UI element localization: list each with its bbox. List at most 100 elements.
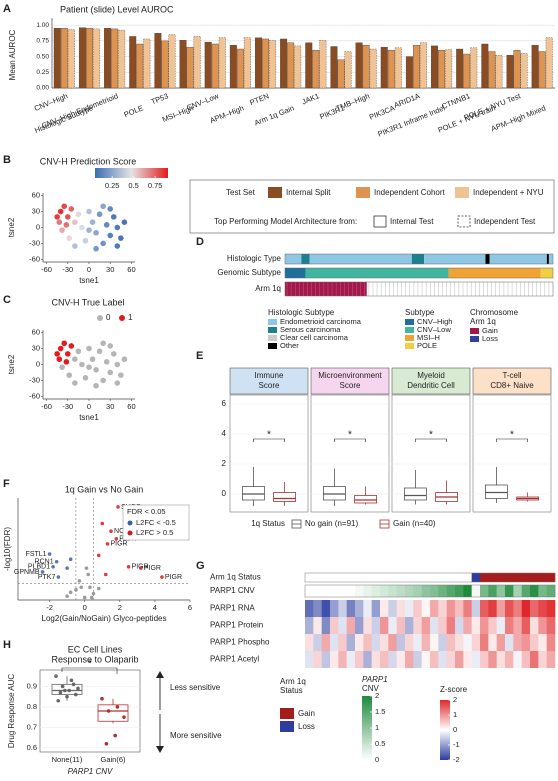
x-axis-label: tsne1: [79, 413, 99, 422]
row-label: PARP1 Phospho: [210, 638, 270, 647]
legend-swatch: [356, 187, 370, 198]
legend-label: Other: [280, 341, 299, 350]
point: [100, 521, 105, 526]
heat-cell: [546, 634, 556, 651]
heat-cell: [455, 573, 464, 582]
point-label: PIGR: [144, 565, 161, 572]
heat-cell: [480, 573, 489, 582]
point: [82, 374, 89, 381]
heat-cell: [421, 617, 431, 634]
legend-swatch: [405, 343, 414, 349]
heat-cell: [521, 617, 531, 634]
colorbar-tick-label: 2: [453, 695, 457, 704]
row-label: PARP1 Protein: [210, 621, 263, 630]
row-label: PARP1 RNA: [210, 604, 255, 613]
heat-cell: [371, 600, 381, 617]
x-tick-label: Arm 1q Gain: [253, 103, 295, 127]
point-label: PIGR: [111, 541, 128, 548]
bar: [545, 37, 553, 89]
heat-cell: [496, 617, 506, 634]
point: [57, 345, 64, 352]
x-tick-label: PIK3CA: [368, 103, 396, 121]
legend-label: Clear cell carcinoma: [280, 333, 349, 342]
panel-bg: [310, 394, 390, 513]
y-axis-label: Drug Response AUC: [7, 674, 16, 748]
bar: [319, 40, 327, 89]
heat-cell: [513, 573, 522, 582]
bar: [355, 42, 363, 89]
panel-letter: B: [3, 154, 11, 166]
heat-cell: [413, 600, 422, 617]
heat-cell: [346, 634, 356, 651]
heat-cell: [530, 617, 539, 634]
x-tick-label: 30: [106, 402, 114, 411]
legend-label: Independent Cohort: [374, 188, 446, 197]
colorbar-tick-label: 1.5: [375, 707, 385, 716]
legend-swatch: [268, 187, 282, 198]
bar: [78, 27, 86, 89]
point: [103, 359, 110, 365]
row-border: [304, 572, 556, 583]
heat-cell: [530, 634, 539, 651]
y-tick-label: 0: [36, 359, 40, 368]
panel-header: [229, 367, 309, 395]
heat-cell: [505, 573, 514, 582]
bar: [337, 59, 345, 89]
heat-cell: [530, 573, 539, 582]
heat-cell: [546, 585, 556, 597]
sig-label: *: [348, 430, 352, 441]
point: [91, 591, 96, 596]
panel-letter: D: [196, 236, 204, 248]
point: [118, 372, 124, 378]
legend-label: 1: [128, 313, 133, 322]
track-segment: [485, 254, 490, 264]
track-segment: [424, 254, 486, 264]
heat-cell: [455, 651, 464, 668]
heat-cell: [496, 600, 506, 617]
row-border: [304, 584, 556, 598]
point: [79, 585, 83, 590]
heat-cell: [405, 634, 414, 651]
heat-cell: [380, 634, 389, 651]
legend-title: 1q Status: [251, 519, 285, 528]
bar: [104, 28, 112, 89]
heat-cell: [496, 573, 506, 582]
heat-cell: [371, 585, 381, 597]
point: [72, 219, 78, 225]
panel-letter: C: [3, 294, 11, 306]
y-axis-label: tsne2: [7, 354, 16, 374]
heat-cell: [488, 585, 497, 597]
bar: [305, 42, 313, 89]
heat-cell: [505, 585, 514, 597]
heat-cell: [505, 634, 514, 651]
bar: [93, 28, 100, 89]
heat-cell: [471, 573, 481, 582]
sig-label: *: [510, 430, 514, 441]
heat-cell: [438, 573, 447, 582]
heat-cell: [430, 573, 439, 582]
point: [63, 222, 70, 228]
point: [68, 590, 73, 595]
point: [65, 594, 69, 598]
bar: [60, 28, 68, 89]
heat-cell: [413, 573, 422, 582]
annotation: Less sensitive: [170, 683, 221, 692]
heat-cell: [471, 651, 481, 668]
bar: [369, 48, 377, 89]
heat-cell: [346, 651, 356, 668]
legend-box: [122, 504, 190, 541]
heat-cell: [346, 585, 356, 597]
legend-title: Arm 1q: [280, 677, 306, 686]
point: [68, 343, 75, 349]
point: [114, 243, 121, 249]
heat-cell: [455, 634, 464, 651]
bar: [118, 29, 126, 89]
y-axis-label: Mean AUROC: [8, 29, 17, 80]
point: [51, 565, 55, 569]
point: [64, 214, 71, 220]
legend-swatch: [405, 335, 414, 341]
point: [65, 566, 69, 570]
x-tick-label: -30: [62, 402, 73, 411]
point: [57, 208, 64, 215]
